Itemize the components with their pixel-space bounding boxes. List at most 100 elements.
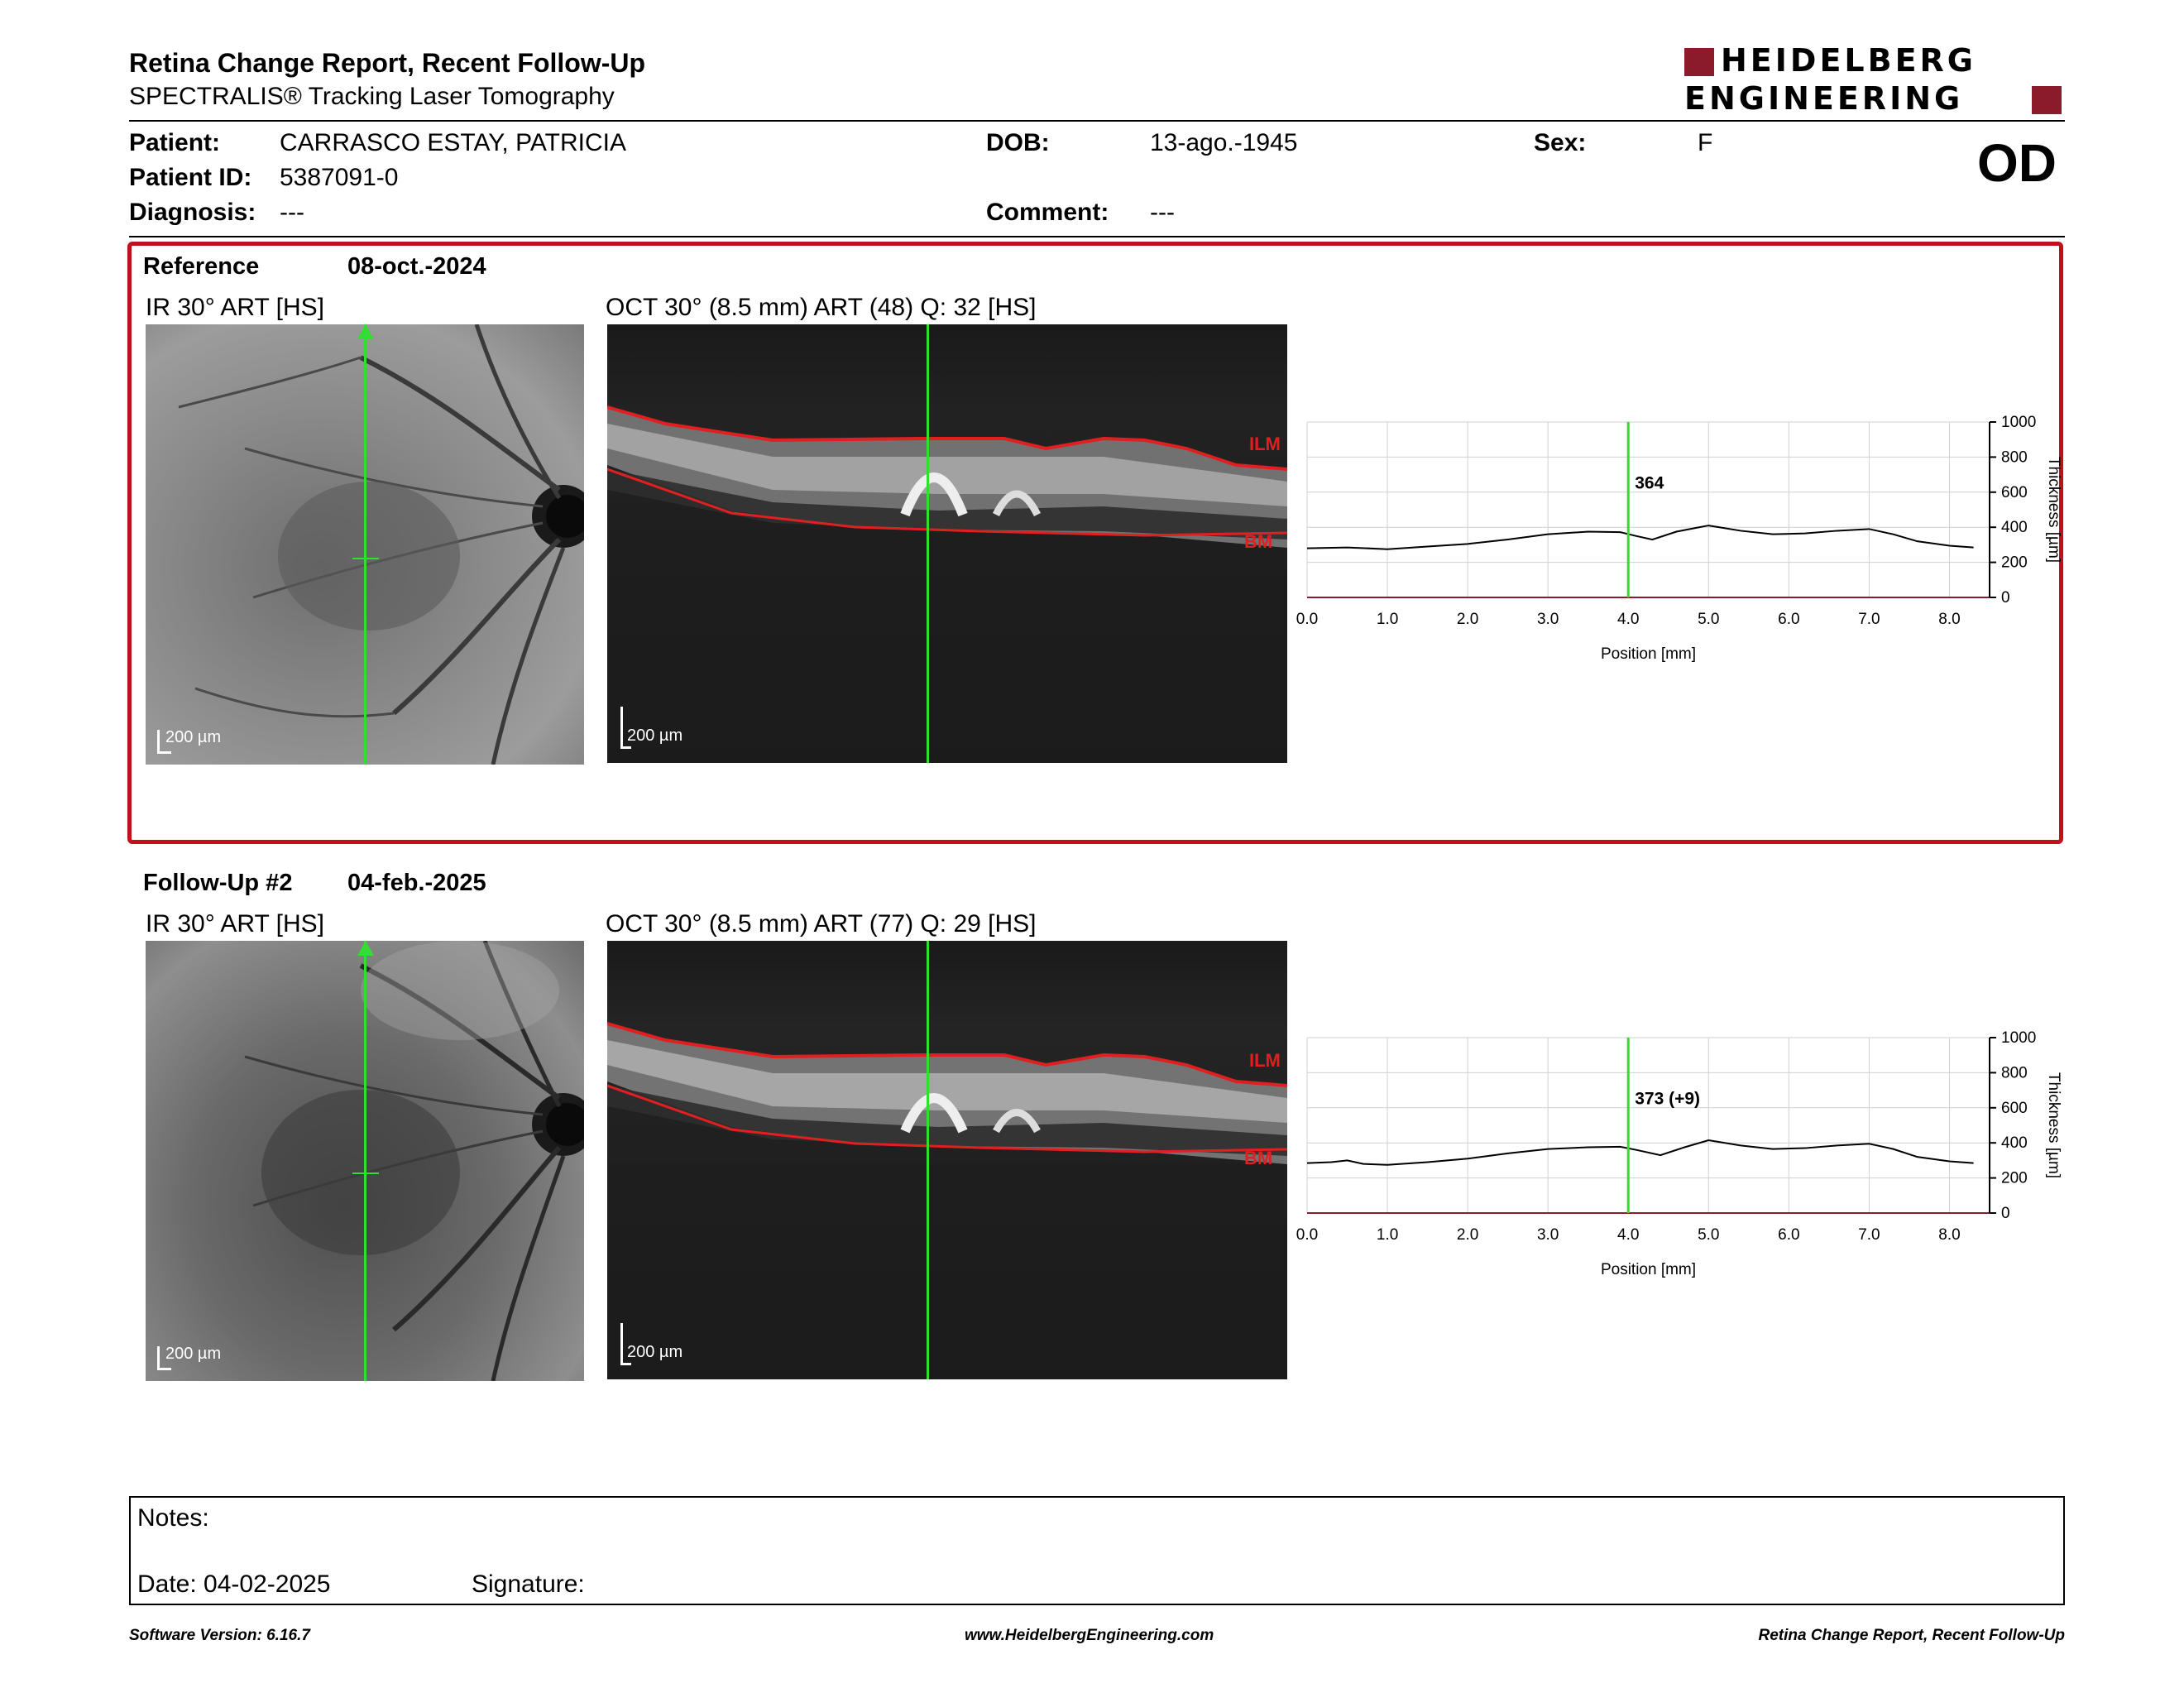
dob-value: 13-ago.-1945 <box>1150 129 1298 156</box>
followup-chart-x-axis-label: Position [mm] <box>1601 1261 1696 1278</box>
reference-ir-image: 200 µm <box>146 324 584 765</box>
followup-label: Follow-Up #2 <box>143 870 293 896</box>
followup-chart-x-tick-label: 5.0 <box>1698 1226 1719 1244</box>
diagnosis-value: --- <box>280 199 304 226</box>
logo-square-1 <box>1684 48 1714 76</box>
footer-url[interactable]: www.HeidelbergEngineering.com <box>965 1627 1214 1644</box>
reference-chart-x-tick-label: 2.0 <box>1457 611 1478 628</box>
followup-ir-scanline <box>364 941 366 1381</box>
followup-chart-x-tick-label: 6.0 <box>1778 1226 1799 1244</box>
reference-oct-scale-text: 200 µm <box>627 727 683 745</box>
patient-id-value: 5387091-0 <box>280 164 399 191</box>
reference-chart-x-tick-label: 5.0 <box>1698 611 1719 628</box>
logo-square-2 <box>2032 86 2062 114</box>
reference-ir-scalebar <box>157 730 171 754</box>
reference-thickness-chart: 0.0 1.0 2.0 3.0 4.0 5.0 6.0 7.0 8.0 0 200 400 600 800… <box>1296 414 2062 663</box>
dob-label: DOB: <box>986 129 1050 156</box>
followup-chart-y-axis-label: Thickness [µm] <box>2045 1072 2062 1178</box>
logo-line-2: ENGINEERING <box>1684 80 1964 117</box>
followup-oct-bm-label: BM <box>1244 1148 1273 1168</box>
sex-value: F <box>1698 129 1713 156</box>
followup-ir-image: 200 µm <box>146 941 584 1381</box>
followup-chart-x-tick-label: 7.0 <box>1858 1226 1880 1244</box>
reference-chart-y-tick-label: 800 <box>2001 448 2028 466</box>
followup-chart-x-tick-label: 4.0 <box>1617 1226 1639 1244</box>
reference-chart-x-tick-label: 7.0 <box>1858 611 1880 628</box>
reference-oct-bm-label: BM <box>1244 531 1273 552</box>
comment-value: --- <box>1150 199 1175 226</box>
reference-ir-scale-text: 200 µm <box>165 728 222 746</box>
comment-label: Comment: <box>986 199 1109 226</box>
followup-chart-y-tick-label: 800 <box>2001 1064 2028 1081</box>
reference-ir-label: IR 30° ART [HS] <box>146 294 324 321</box>
reference-chart-y-tick-label: 400 <box>2001 519 2028 536</box>
reference-chart-x-axis-label: Position [mm] <box>1601 645 1696 663</box>
notes-date: Date: 04-02-2025 <box>137 1571 331 1598</box>
reference-chart-y-tick-label: 200 <box>2001 554 2028 572</box>
reference-chart-x-tick-label: 3.0 <box>1537 611 1559 628</box>
report-subtitle: SPECTRALIS® Tracking Laser Tomography <box>129 83 615 110</box>
reference-chart-x-tick-label: 4.0 <box>1617 611 1639 628</box>
reference-frame <box>127 242 2063 844</box>
reference-oct-ilm-label: ILM <box>1249 434 1281 454</box>
reference-date: 08-oct.-2024 <box>347 253 486 280</box>
header-rule-bottom <box>129 236 2065 237</box>
reference-label: Reference <box>143 253 260 280</box>
followup-oct-layers <box>607 1022 1287 1379</box>
followup-ir-scale-text: 200 µm <box>165 1345 222 1363</box>
reference-chart-x-tick-label: 6.0 <box>1778 611 1799 628</box>
followup-chart-x-tick-label: 0.0 <box>1296 1226 1318 1244</box>
reference-chart-x-tick-label: 0.0 <box>1296 611 1318 628</box>
reference-ir-fovea-marker <box>352 558 379 559</box>
reference-oct-scanline <box>927 324 929 763</box>
diagnosis-label: Diagnosis: <box>129 199 256 226</box>
patient-label: Patient: <box>129 129 221 156</box>
followup-chart-y-tick-label: 0 <box>2001 1205 2010 1222</box>
followup-thickness-chart: 0.0 1.0 2.0 3.0 4.0 5.0 6.0 7.0 8.0 0 200 400 600 800… <box>1296 1029 2062 1278</box>
footer-report: Retina Change Report, Recent Follow-Up <box>1758 1627 2065 1644</box>
notes-label: Notes: <box>137 1504 209 1532</box>
followup-date: 04-feb.-2025 <box>347 870 486 896</box>
logo-line-1: HEIDELBERG <box>1721 42 1976 79</box>
reference-chart-y-tick-label: 0 <box>2001 589 2010 607</box>
reference-chart-y-axis-label: Thickness [µm] <box>2045 457 2062 563</box>
footer-version: Software Version: 6.16.7 <box>129 1627 310 1644</box>
followup-ir-fovea-marker <box>352 1172 379 1174</box>
notes-signature: Signature: <box>472 1571 585 1598</box>
followup-oct-label: OCT 30° (8.5 mm) ART (77) Q: 29 [HS] <box>606 910 1037 938</box>
followup-chart-x-tick-label: 3.0 <box>1537 1226 1559 1244</box>
reference-chart-y-tick-label: 1000 <box>2001 414 2036 431</box>
followup-chart-x-tick-label: 1.0 <box>1377 1226 1398 1244</box>
reference-oct-scalebar <box>620 707 631 749</box>
patient-id-label: Patient ID: <box>129 164 252 191</box>
reference-ir-vessels <box>178 324 584 765</box>
followup-ir-arrow-icon <box>357 941 374 956</box>
followup-chart-x-tick-label: 8.0 <box>1938 1226 1960 1244</box>
followup-chart-x-tick-label: 2.0 <box>1457 1226 1478 1244</box>
reference-ir-scanline <box>364 324 366 765</box>
followup-chart-y-tick-label: 200 <box>2001 1170 2028 1187</box>
reference-chart-x-tick-label: 8.0 <box>1938 611 1960 628</box>
followup-chart-marker-label: 373 (+9) <box>1635 1090 1700 1109</box>
reference-chart-series-line <box>1306 525 1974 550</box>
followup-ir-label: IR 30° ART [HS] <box>146 910 324 938</box>
notes-box[interactable]: Notes: Date: 04-02-2025 Signature: <box>129 1496 2065 1605</box>
reference-oct-label: OCT 30° (8.5 mm) ART (48) Q: 32 [HS] <box>606 294 1037 321</box>
reference-oct-image: ILM BM 200 µm <box>607 324 1287 763</box>
followup-oct-scanline <box>927 941 929 1379</box>
reference-chart-y-tick-label: 600 <box>2001 484 2028 501</box>
followup-chart-series-line <box>1306 1139 1974 1166</box>
followup-chart-y-tick-label: 400 <box>2001 1134 2028 1152</box>
header-rule-top <box>129 120 2065 122</box>
followup-chart-y-tick-label: 1000 <box>2001 1029 2036 1047</box>
reference-oct-layers <box>607 405 1287 763</box>
followup-oct-scale-text: 200 µm <box>627 1343 683 1361</box>
reference-ir-arrow-icon <box>357 324 374 339</box>
followup-oct-ilm-label: ILM <box>1249 1050 1281 1071</box>
followup-chart-y-tick-label: 600 <box>2001 1100 2028 1117</box>
sex-label: Sex: <box>1534 129 1587 156</box>
followup-ir-scalebar <box>157 1346 171 1370</box>
patient-name: CARRASCO ESTAY, PATRICIA <box>280 129 626 156</box>
reference-chart-x-tick-label: 1.0 <box>1377 611 1398 628</box>
report-title: Retina Change Report, Recent Follow-Up <box>129 48 646 78</box>
